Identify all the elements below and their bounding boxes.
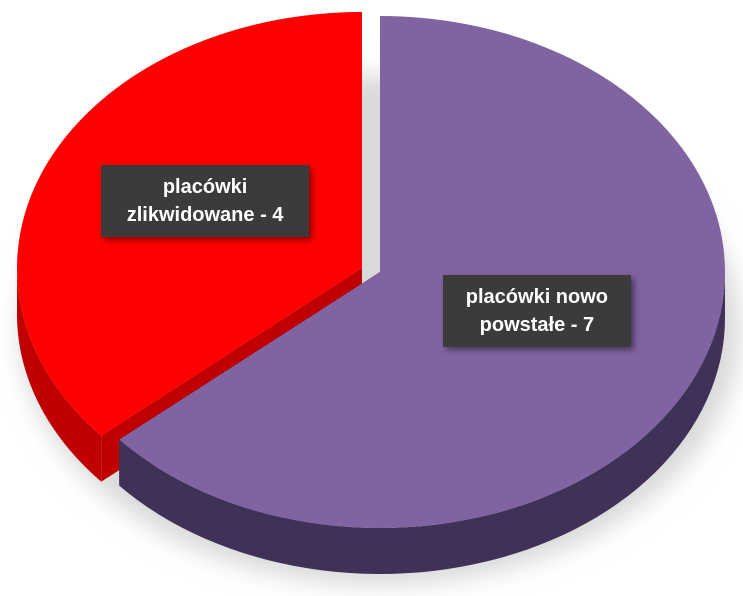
slice-side — [119, 272, 725, 574]
slice-label: placówki zlikwidowane - 4 — [101, 164, 310, 237]
slice-side — [17, 268, 102, 482]
slice-label: placówki nowo powstałe - 7 — [442, 275, 631, 348]
slice — [119, 16, 725, 528]
